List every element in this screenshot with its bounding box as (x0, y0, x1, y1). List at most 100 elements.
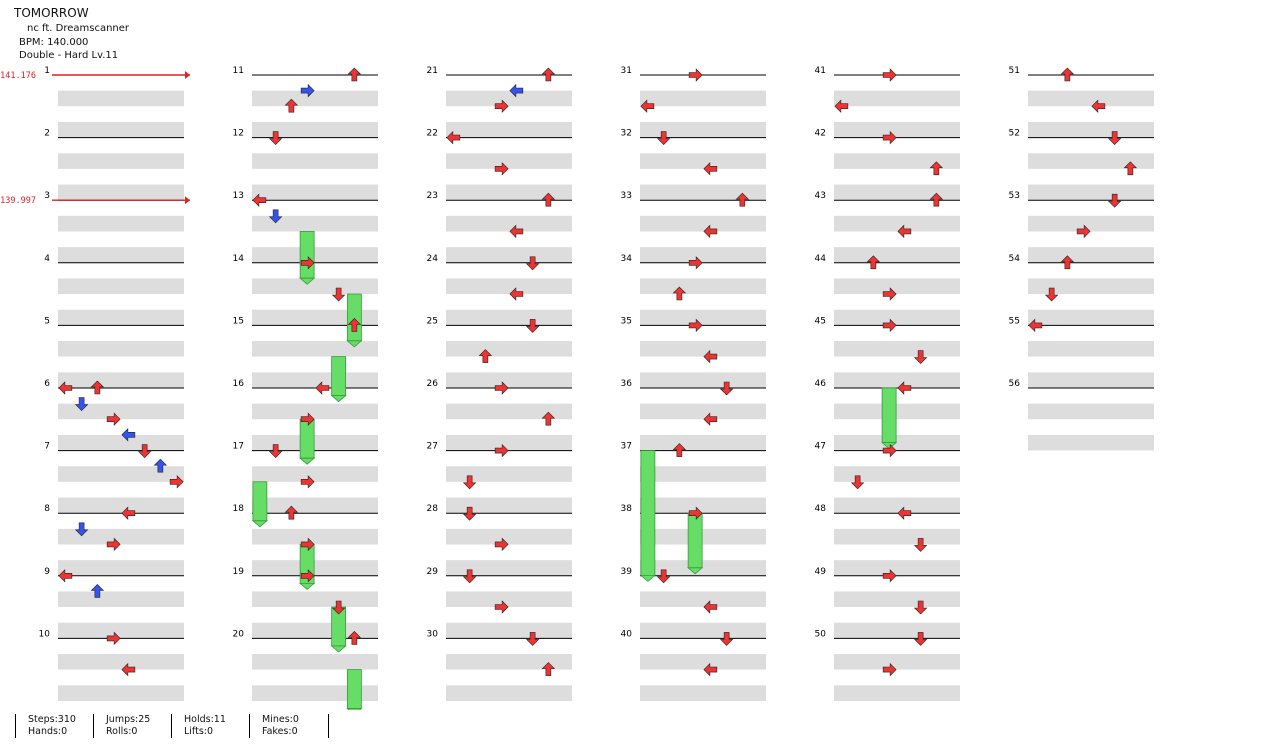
measure: 24 (427, 254, 572, 342)
step-arrow-left (58, 569, 73, 583)
step-arrow-right (300, 537, 315, 552)
beat-shade (834, 153, 960, 169)
step-arrow-right (494, 537, 509, 552)
measure: 56 (1009, 379, 1154, 467)
beat-shade (640, 121, 766, 138)
measure-number: 51 (1009, 66, 1020, 76)
measure-number: 12 (233, 129, 244, 139)
beat-shade (834, 341, 960, 357)
beat-shade (834, 200, 960, 216)
beat-shade (640, 544, 766, 561)
step-arrow-right (300, 569, 315, 583)
step-arrow-up (347, 317, 362, 332)
stat-steps: Steps:310 (28, 714, 76, 725)
measure-number: 31 (621, 66, 632, 76)
measure-number: 53 (1009, 191, 1020, 201)
beat-shade (640, 356, 766, 373)
beat-shade (446, 497, 572, 514)
beat-shade (252, 137, 378, 154)
beat-shade (834, 701, 960, 710)
measure: 47 (815, 442, 960, 529)
hold-tail (251, 520, 268, 528)
beat-shade (252, 341, 378, 357)
stats-col-mines: Mines:0 Fakes:0 (249, 714, 299, 738)
measure: 29 (427, 567, 572, 655)
beat-shade (252, 497, 378, 514)
step-arrow-down (462, 475, 477, 490)
step-arrow-down (331, 287, 346, 302)
stats-col-steps: Steps:310 Hands:0 (15, 714, 76, 738)
measure-number: 7 (44, 442, 50, 452)
beat-shade (834, 325, 960, 342)
beat-shade (640, 325, 766, 342)
measure-number: 17 (233, 442, 244, 452)
hold-tail (299, 277, 316, 285)
beat-shade (252, 153, 378, 169)
beat-shade (834, 685, 960, 701)
step-arrow-right (106, 412, 121, 426)
beat-shade (640, 262, 766, 279)
measure: 35 (621, 316, 766, 404)
hold-body (640, 450, 656, 576)
step-arrow-right (494, 443, 509, 458)
step-arrow-left (446, 130, 461, 145)
beat-shade (834, 638, 960, 655)
measure-number: 21 (427, 66, 438, 76)
measure: 38 (621, 504, 766, 592)
beat-shade (1028, 231, 1154, 248)
beat-shade (640, 153, 766, 169)
step-arrow-left (509, 224, 524, 239)
beat-shade (252, 309, 378, 326)
beat-shade (252, 481, 378, 498)
hold-tail (330, 395, 347, 403)
step-arrow-right (688, 68, 703, 82)
measure: 16 (233, 379, 378, 467)
beat-shade (1028, 419, 1154, 435)
beat-shade (446, 215, 572, 232)
beat-shade (58, 309, 184, 326)
measure: 40 (621, 629, 766, 710)
step-arrow-down (137, 444, 152, 459)
hold-body (687, 512, 703, 569)
step-arrow-down (913, 600, 928, 615)
beat-shade (446, 372, 572, 388)
step-arrow-left (834, 99, 849, 113)
beat-shade (834, 654, 960, 670)
hold-body (252, 481, 268, 522)
step-arrow-right (1076, 224, 1091, 239)
beat-shade (58, 278, 184, 295)
measure-number: 4 (44, 254, 50, 264)
measure: 30 (427, 629, 572, 710)
beat-shade (58, 168, 184, 185)
step-arrow-up (478, 349, 493, 363)
step-arrow-down (1107, 193, 1122, 208)
step-arrow-down (525, 319, 540, 333)
beat-shade (446, 544, 572, 561)
step-arrow-left (703, 600, 718, 614)
beat-shade (640, 481, 766, 498)
beat-shade (58, 372, 184, 388)
step-arrow-left (58, 381, 73, 395)
step-arrow-left (1028, 318, 1043, 333)
measure-number: 29 (427, 567, 439, 577)
beat-shade (1028, 278, 1154, 295)
measure: 9 (44, 567, 184, 655)
step-arrow-up (541, 411, 556, 426)
measure-number: 27 (427, 442, 438, 452)
measure-number: 24 (427, 254, 439, 264)
beat-shade (446, 121, 572, 138)
beat-shade (252, 168, 378, 185)
beat-shade (446, 481, 572, 498)
measure-number: 2 (44, 129, 50, 139)
step-arrow-down (719, 381, 734, 396)
step-arrow-down (462, 506, 477, 521)
measure-number: 3 (44, 191, 50, 201)
beat-shade (446, 434, 572, 451)
step-arrow-left (703, 224, 718, 239)
beat-shade (834, 121, 960, 138)
stat-jumps: Jumps:25 (106, 714, 151, 725)
measure: 25 (427, 316, 572, 404)
beat-shade (1028, 325, 1154, 342)
step-arrow-up (541, 67, 556, 82)
hold-tail (299, 583, 316, 590)
